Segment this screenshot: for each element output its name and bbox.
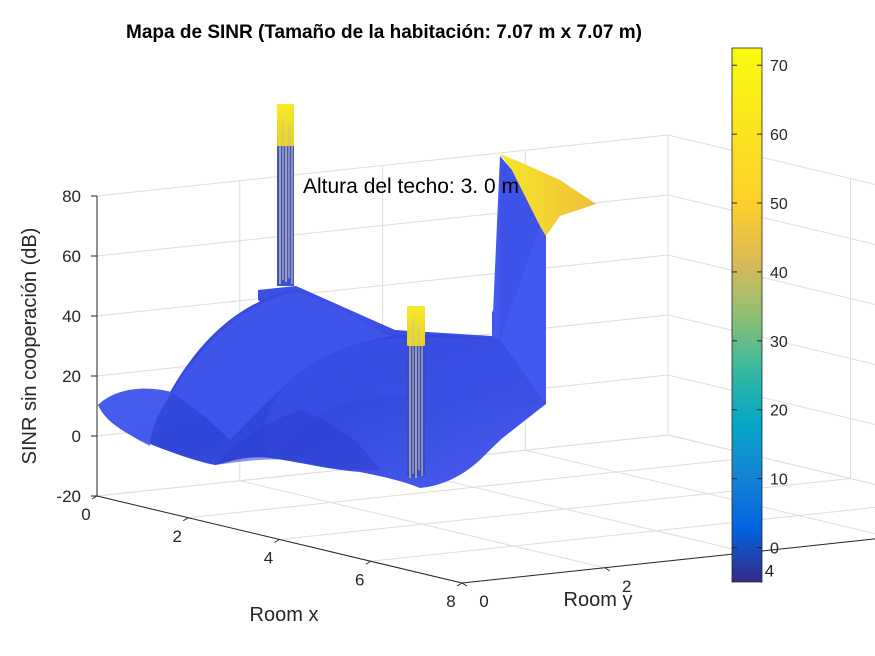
colorbar-tick-label: 30 (770, 334, 788, 351)
surface-bump-back (172, 292, 392, 440)
x-tick-label: 4 (264, 549, 273, 568)
x-tick-label: 2 (173, 527, 182, 546)
y-tick-label: 4 (765, 562, 774, 581)
surface-right-column-face (500, 156, 540, 340)
grid-line (96, 254, 669, 317)
grid-line (525, 449, 875, 535)
grid-line (667, 134, 875, 185)
z-tick-label: 80 (62, 187, 81, 206)
x-axis-label: Room x (250, 604, 319, 626)
colorbar-tick-label: 10 (770, 472, 788, 489)
grid-line (667, 254, 875, 305)
x-tick-mark (182, 517, 189, 522)
z-tick-label: 60 (62, 247, 81, 266)
y-tick-mark (461, 582, 468, 587)
grid-line (667, 194, 875, 245)
y-tick-label: 2 (622, 577, 631, 596)
y-axis-line (461, 538, 875, 584)
surface-peak-front (407, 306, 425, 478)
colorbar-gradient (731, 47, 763, 583)
sinr-surface (98, 104, 596, 488)
x-tick-label: 0 (81, 505, 90, 524)
grid-line (667, 374, 875, 425)
colorbar-tick-label: 0 (770, 541, 779, 558)
grid-line (370, 506, 875, 562)
x-tick-mark (365, 560, 372, 565)
y-tick-mark (604, 567, 611, 572)
colorbar-ticks: 0 10 20 30 40 50 60 70 (732, 58, 788, 558)
x-tick-label: 6 (355, 570, 364, 589)
colorbar-tick-label: 60 (770, 127, 788, 144)
colorbar-tick-label: 70 (770, 58, 788, 75)
x-tick-mark (456, 582, 463, 587)
colorbar-tick-label: 20 (770, 403, 788, 420)
x-tick-mark (274, 539, 280, 543)
surface-bump-left (98, 388, 172, 446)
surface-valley (215, 410, 380, 471)
ceiling-annotation: Altura del techo: 3. 0 m (303, 175, 519, 198)
grid-line (667, 314, 875, 365)
colorbar: 0 10 20 30 40 50 60 70 (731, 47, 788, 583)
z-tick-labels: -20 0 20 40 60 80 (56, 187, 97, 506)
surface-peak-back (277, 104, 294, 286)
grid-line (96, 134, 669, 197)
surface-yellow-ridge (500, 154, 596, 236)
z-tick-label: -20 (56, 487, 81, 506)
y-axis-label: Room y (564, 589, 633, 611)
x-tick-label: 8 (446, 592, 455, 611)
colorbar-tick-label: 40 (770, 265, 788, 282)
z-tick-label: 40 (62, 307, 81, 326)
grid-line (667, 434, 875, 485)
colorbar-tick-label: 50 (770, 196, 788, 213)
z-axis-label: SINR sin cooperación (dB) (19, 228, 41, 465)
z-tick-label: 0 (72, 427, 81, 446)
surface-bump-front (264, 337, 546, 458)
y-tick-label: 0 (479, 592, 488, 611)
x-tick-labels: 0 2 4 6 8 (81, 495, 463, 611)
z-tick-label: 20 (62, 367, 81, 386)
grid-line (461, 538, 875, 584)
chart-title: Mapa de SINR (Tamaño de la habitación: 7… (126, 22, 642, 43)
grid-line (239, 480, 605, 569)
